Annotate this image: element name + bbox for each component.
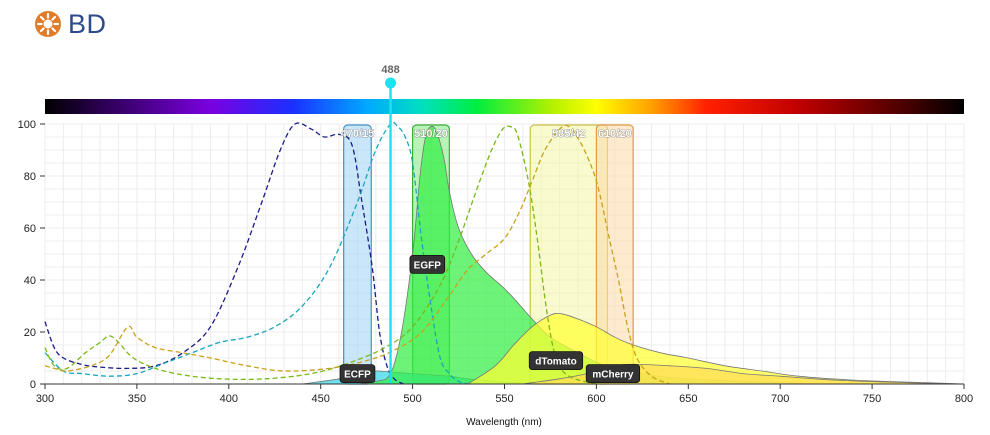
y-tick-label: 40 (24, 275, 36, 287)
laser-label: 488 (381, 64, 399, 76)
x-tick-label: 650 (679, 393, 697, 405)
filter-label: 470/15 (341, 128, 375, 140)
bd-logo-text: BD (68, 8, 107, 39)
axes: 300 350 400 450 500 550 600 650 700 750 800 0 20 40 60… (18, 119, 974, 405)
laser-line[interactable]: 488 (381, 64, 400, 384)
x-tick-label: 550 (495, 393, 513, 405)
dye-label-ecfp: ECFP (344, 370, 371, 381)
dye-label-mcherry: mCherry (592, 370, 634, 381)
x-tick-label: 500 (403, 393, 421, 405)
filter-band-470-15[interactable] (343, 124, 372, 385)
dye-labels: ECFP EGFP dTomato mCherry (339, 254, 641, 384)
y-tick-label: 60 (24, 223, 36, 235)
laser-handle[interactable] (385, 77, 397, 89)
y-tick-label: 0 (30, 379, 36, 391)
x-tick-label: 400 (220, 393, 238, 405)
spectrum-bar (45, 99, 964, 114)
x-tick-label: 800 (955, 393, 973, 405)
x-tick-label: 300 (36, 393, 54, 405)
dye-label-dtomato: dTomato (535, 357, 576, 368)
dye-label-box[interactable] (528, 351, 584, 371)
bd-logo: BD (34, 8, 107, 40)
excitation-line-mcherry[interactable] (44, 124, 671, 385)
x-tick-label: 450 (312, 393, 330, 405)
y-tick-label: 100 (18, 119, 36, 131)
x-tick-label: 700 (771, 393, 789, 405)
filter-label: 585/42 (552, 128, 586, 140)
excitation-line-egfp[interactable] (44, 121, 468, 385)
filter-labels: 470/15 510/20 585/42 610/20 (340, 128, 632, 141)
x-tick-label: 350 (128, 393, 146, 405)
y-tick-label: 80 (24, 171, 36, 183)
dye-label-box[interactable] (409, 254, 446, 274)
filter-label: 610/20 (598, 128, 632, 140)
dye-label-egfp: EGFP (414, 260, 442, 271)
x-tick-label: 750 (863, 393, 881, 405)
bd-logo-icon (35, 11, 61, 37)
y-tick-label: 20 (24, 327, 36, 339)
filter-label: 510/20 (414, 128, 448, 140)
excitation-spectra (44, 121, 671, 385)
excitation-line-ecfp[interactable] (44, 122, 404, 385)
x-tick-label: 600 (587, 393, 605, 405)
dye-label-box[interactable] (339, 364, 376, 384)
x-axis-title: Wavelength (nm) (466, 417, 542, 428)
dye-label-box[interactable] (585, 364, 641, 384)
